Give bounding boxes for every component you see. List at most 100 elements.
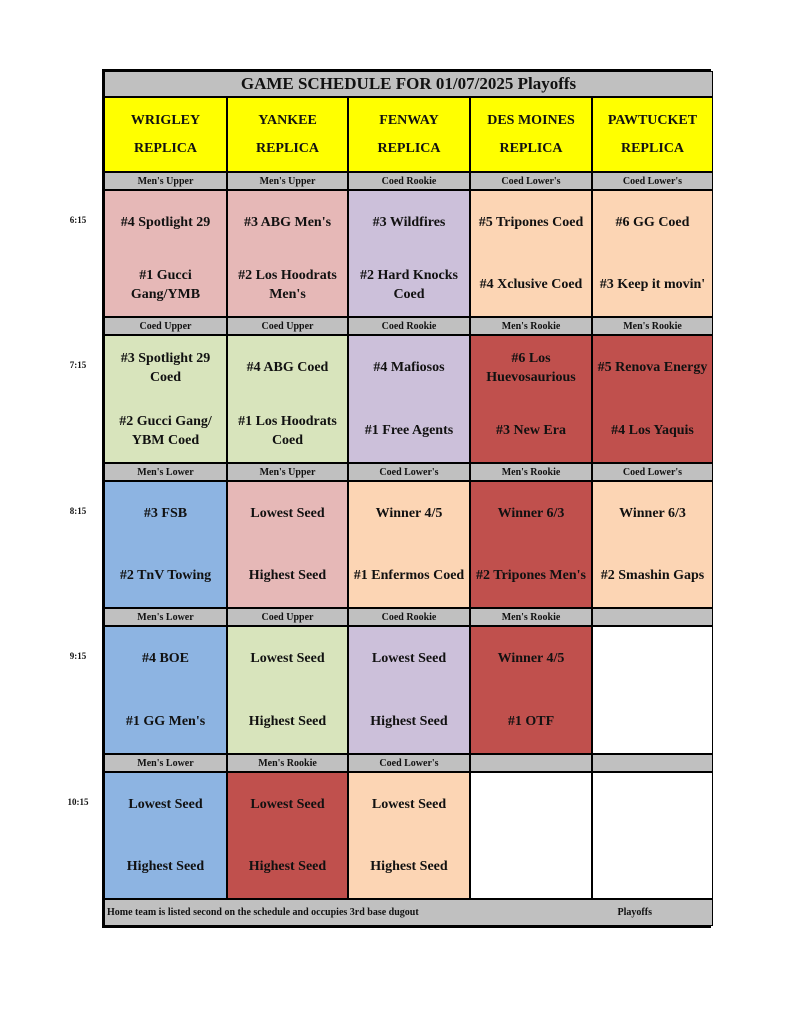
field-name: PAWTUCKET bbox=[607, 112, 698, 128]
footer: Home team is listed second on the schedu… bbox=[104, 899, 713, 926]
division-label: Coed Rookie bbox=[348, 317, 470, 335]
game-cell: #5 Tripones Coed #4 Xclusive Coed bbox=[470, 190, 592, 317]
home-team: #1 GG Men's bbox=[125, 714, 206, 729]
game-cell: #3 ABG Men's #2 Los Hoodrats Men's bbox=[227, 190, 348, 317]
game-cell: #3 FSB #2 TnV Towing bbox=[104, 481, 227, 608]
division-label: Men's Upper bbox=[104, 172, 227, 190]
division-label: Men's Rookie bbox=[470, 608, 592, 626]
division-label: Men's Upper bbox=[227, 463, 348, 481]
home-team: #1 Los Hoodrats Coed bbox=[238, 413, 337, 448]
division-label: Coed Upper bbox=[227, 317, 348, 335]
field-subtitle: REPLICA bbox=[133, 140, 197, 156]
away-team: #4 ABG Coed bbox=[246, 360, 329, 375]
away-team: Lowest Seed bbox=[250, 796, 325, 812]
division-label: Men's Upper bbox=[227, 172, 348, 190]
division-label: Men's Rookie bbox=[470, 317, 592, 335]
game-cell: Lowest Seed Highest Seed bbox=[227, 481, 348, 608]
home-team: #2 Gucci Gang/ YBM Coed bbox=[119, 413, 212, 448]
time-label: 7:15 bbox=[69, 360, 87, 370]
game-cell: #4 Mafiosos #1 Free Agents bbox=[348, 335, 470, 463]
field-name: DES MOINES bbox=[487, 112, 575, 128]
field-name: FENWAY bbox=[379, 112, 439, 128]
field-subtitle: REPLICA bbox=[620, 140, 684, 156]
division-label: Men's Lower bbox=[104, 754, 227, 772]
game-cell: Winner 4/5 #1 OTF bbox=[470, 626, 592, 754]
time-label: 6:15 bbox=[69, 215, 87, 225]
game-cell: #3 Wildfires #2 Hard Knocks Coed bbox=[348, 190, 470, 317]
away-team: Lowest Seed bbox=[371, 651, 447, 666]
away-team: Winner 4/5 bbox=[375, 505, 443, 521]
away-team: Winner 6/3 bbox=[619, 505, 686, 521]
home-team: Highest Seed bbox=[370, 714, 448, 729]
away-team: Lowest Seed bbox=[371, 796, 447, 812]
game-cell: #5 Renova Energy #4 Los Yaquis bbox=[592, 335, 713, 463]
field-name: WRIGLEY bbox=[130, 112, 201, 128]
game-cell: Winner 6/3 #2 Smashin Gaps bbox=[592, 481, 713, 608]
home-team: #1 Free Agents bbox=[364, 423, 454, 438]
game-cell: Lowest Seed Highest Seed bbox=[348, 626, 470, 754]
home-team: Highest Seed bbox=[248, 714, 327, 729]
division-label: Coed Lower's bbox=[348, 463, 470, 481]
field-header: FENWAY REPLICA bbox=[348, 97, 470, 172]
home-team: #4 Los Yaquis bbox=[611, 423, 694, 438]
field-header: PAWTUCKET REPLICA bbox=[592, 97, 713, 172]
home-team: #2 Los Hoodrats Men's bbox=[238, 267, 337, 302]
home-team: Highest Seed bbox=[126, 859, 205, 875]
home-team: Highest Seed bbox=[370, 859, 448, 875]
home-team: #1 Gucci Gang/YMB bbox=[130, 267, 201, 302]
division-label bbox=[592, 608, 713, 626]
field-header: WRIGLEY REPLICA bbox=[104, 97, 227, 172]
away-team: #4 Mafiosos bbox=[373, 360, 445, 375]
field-subtitle: REPLICA bbox=[377, 140, 441, 156]
schedule-table: GAME SCHEDULE FOR 01/07/2025 Playoffs WR… bbox=[102, 69, 713, 928]
game-cell: Winner 6/3 #2 Tripones Men's bbox=[470, 481, 592, 608]
division-label: Coed Rookie bbox=[348, 608, 470, 626]
schedule-title: GAME SCHEDULE FOR 01/07/2025 Playoffs bbox=[104, 71, 713, 97]
time-label: 10:15 bbox=[67, 797, 89, 807]
division-label: Men's Rookie bbox=[592, 317, 713, 335]
home-team: Highest Seed bbox=[248, 859, 327, 875]
away-team: Lowest Seed bbox=[128, 796, 203, 812]
division-label: Men's Rookie bbox=[227, 754, 348, 772]
game-cell bbox=[470, 772, 592, 899]
away-team: #4 BOE bbox=[141, 651, 190, 666]
game-cell: #4 Spotlight 29 #1 Gucci Gang/YMB bbox=[104, 190, 227, 317]
field-header: DES MOINES REPLICA bbox=[470, 97, 592, 172]
away-team: #5 Tripones Coed bbox=[478, 214, 584, 230]
game-cell: Lowest Seed Highest Seed bbox=[227, 626, 348, 754]
field-header: YANKEE REPLICA bbox=[227, 97, 348, 172]
division-label: Coed Lower's bbox=[470, 172, 592, 190]
away-team: Winner 4/5 bbox=[497, 651, 565, 666]
division-label: Coed Lower's bbox=[592, 172, 713, 190]
game-cell: Lowest Seed Highest Seed bbox=[227, 772, 348, 899]
game-cell bbox=[592, 626, 713, 754]
game-cell: #4 BOE #1 GG Men's bbox=[104, 626, 227, 754]
home-team: #3 New Era bbox=[496, 423, 566, 438]
game-cell: #3 Spotlight 29 Coed #2 Gucci Gang/ YBM C… bbox=[104, 335, 227, 463]
home-team: #2 TnV Towing bbox=[119, 568, 212, 584]
away-team: #3 Spotlight 29 Coed bbox=[120, 350, 211, 385]
division-label: Coed Upper bbox=[227, 608, 348, 626]
division-label: Coed Rookie bbox=[348, 172, 470, 190]
game-cell: #6 Los Huevosaurious #3 New Era bbox=[470, 335, 592, 463]
away-team: #5 Renova Energy bbox=[597, 360, 708, 375]
field-subtitle: REPLICA bbox=[255, 140, 319, 156]
time-label: 9:15 bbox=[69, 651, 87, 661]
away-team: #3 ABG Men's bbox=[243, 214, 332, 230]
game-cell: #4 ABG Coed #1 Los Hoodrats Coed bbox=[227, 335, 348, 463]
home-team: #1 Enfermos Coed bbox=[353, 568, 465, 584]
game-cell bbox=[592, 772, 713, 899]
game-cell: Winner 4/5 #1 Enfermos Coed bbox=[348, 481, 470, 608]
game-cell: Lowest Seed Highest Seed bbox=[348, 772, 470, 899]
home-team: #2 Tripones Men's bbox=[476, 568, 586, 584]
division-label: Coed Lower's bbox=[348, 754, 470, 772]
time-label: 8:15 bbox=[69, 506, 87, 516]
home-team: #1 OTF bbox=[507, 714, 555, 729]
home-team: #2 Hard Knocks Coed bbox=[359, 267, 458, 302]
away-team: #3 Wildfires bbox=[372, 214, 446, 230]
away-team: Lowest Seed bbox=[250, 505, 325, 521]
division-label: Coed Upper bbox=[104, 317, 227, 335]
division-label: Men's Lower bbox=[104, 608, 227, 626]
home-team: Highest Seed bbox=[248, 568, 327, 584]
away-team: Lowest Seed bbox=[250, 651, 325, 666]
